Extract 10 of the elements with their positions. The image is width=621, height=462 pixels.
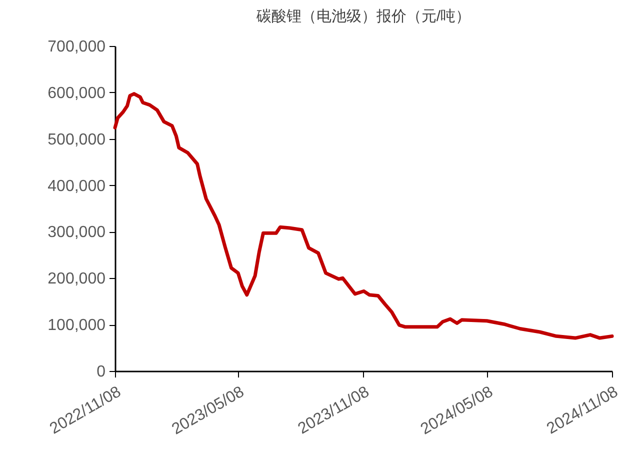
y-tick-label: 500,000: [48, 131, 106, 148]
y-tick-label: 200,000: [48, 270, 106, 288]
y-tick-label: 600,000: [48, 84, 106, 102]
line-series: [113, 92, 614, 340]
y-tick-label: 700,000: [48, 38, 106, 56]
y-tick-label: 0: [96, 364, 106, 380]
y-tick-label: 100,000: [48, 317, 106, 334]
y-tick-label: 300,000: [48, 224, 106, 242]
chart-title: 碳酸锂（电池级）报价（元/吨）: [255, 8, 471, 25]
y-tick-label: 400,000: [48, 178, 106, 195]
